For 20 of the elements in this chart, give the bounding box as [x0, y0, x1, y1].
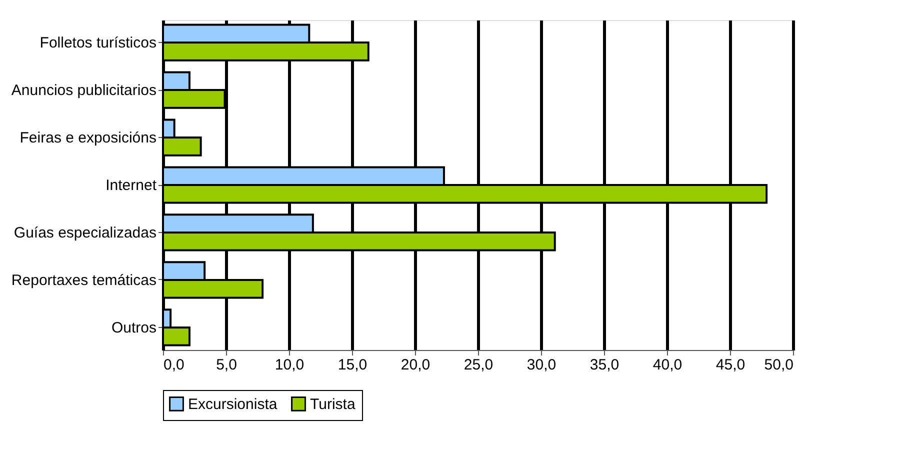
- y-tick-label: Folletos turísticos: [40, 34, 156, 52]
- x-tick-label: 40,0: [652, 356, 682, 374]
- x-tick-label: 20,0: [400, 356, 430, 374]
- x-tick-label: 45,0: [716, 356, 746, 374]
- y-tick-label: Guías especializadas: [14, 224, 156, 242]
- x-tick-label: 15,0: [338, 356, 368, 374]
- y-tick-label: Anuncios publicitarios: [11, 82, 156, 100]
- x-tick-label: 5,0: [216, 356, 237, 374]
- x-tick-label: 30,0: [526, 356, 556, 374]
- x-tick-label: 35,0: [590, 356, 620, 374]
- y-tick-label: Internet: [106, 177, 158, 194]
- legend-label: Excursionista: [188, 396, 278, 413]
- y-tick-label: Feiras e exposicións: [20, 130, 156, 147]
- x-tick-label: 25,0: [464, 356, 494, 374]
- x-tick-label: 0,0: [164, 356, 184, 374]
- x-tick-label: 10,0: [274, 356, 304, 374]
- y-tick-label: Reportaxes temáticas: [11, 272, 156, 289]
- x-tick-label: 50,0: [764, 356, 794, 374]
- y-tick-label: Outros: [111, 319, 156, 336]
- legend-label: Turista: [310, 396, 356, 413]
